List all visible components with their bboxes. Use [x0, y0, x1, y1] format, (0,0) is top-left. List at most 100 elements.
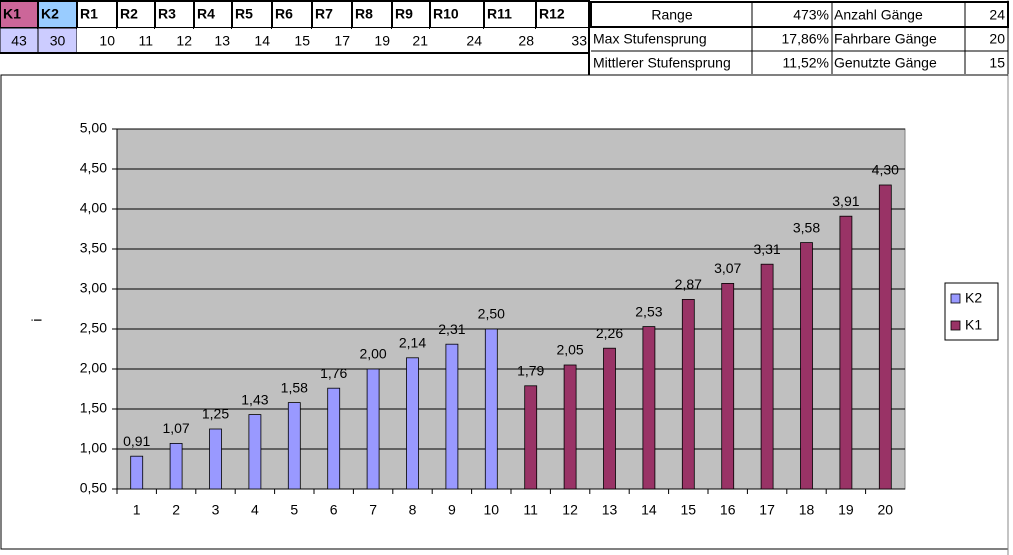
bar — [406, 357, 419, 490]
x-tick-label: 13 — [602, 502, 618, 518]
value-text: 17 — [334, 33, 350, 49]
y-tick-label: 2,50 — [80, 320, 107, 336]
y-tick-label: 1,00 — [80, 440, 107, 456]
header-cell — [271, 0, 313, 29]
x-tick-label: 11 — [523, 502, 538, 518]
bar — [130, 455, 144, 490]
value-cell — [312, 28, 352, 53]
y-tick-label: 3,00 — [80, 280, 107, 296]
value-cell — [536, 28, 589, 53]
value-label: 2,05 — [556, 342, 583, 358]
value-label: 1,76 — [320, 365, 347, 381]
plot-area — [116, 128, 906, 490]
y-tick-label: 4,50 — [80, 160, 107, 176]
value-cell — [392, 28, 430, 53]
header-cell — [483, 0, 537, 29]
bar — [839, 215, 853, 490]
x-tick-label: 14 — [641, 502, 657, 518]
bar — [209, 428, 222, 490]
value-label: 3,58 — [793, 219, 820, 235]
legend-label: K2 — [965, 290, 982, 306]
header-text: R8 — [355, 6, 373, 22]
x-tick-label: 4 — [251, 502, 259, 518]
value-label: 2,53 — [635, 303, 662, 319]
value-label: 3,07 — [714, 260, 741, 276]
header-text: R7 — [315, 6, 333, 22]
value-label: 2,87 — [675, 276, 702, 292]
value-label: 1,25 — [202, 406, 229, 422]
header-text: R10 — [433, 6, 459, 22]
stats-text: 17,86% — [782, 31, 829, 47]
value-cell — [272, 28, 312, 53]
value-label: 4,30 — [872, 162, 899, 178]
x-tick-label: 8 — [409, 502, 417, 518]
stats-text: 24 — [989, 7, 1005, 23]
legend-swatch — [950, 293, 961, 304]
x-tick-label: 2 — [172, 502, 180, 518]
value-text: 14 — [254, 33, 270, 49]
value-cell — [232, 28, 272, 53]
y-tick-label: 3,50 — [80, 240, 107, 256]
value-text: 10 — [99, 33, 115, 49]
value-label: 1,58 — [281, 379, 308, 395]
bar — [169, 442, 183, 490]
value-cell — [352, 28, 392, 53]
bar — [327, 387, 341, 490]
x-tick-label: 1 — [133, 502, 141, 518]
value-label: 3,31 — [753, 241, 780, 257]
header-text: R3 — [158, 6, 176, 22]
bar — [445, 343, 459, 490]
value-label: 0,91 — [123, 433, 150, 449]
bar — [563, 364, 577, 490]
header-text: R5 — [235, 6, 253, 22]
stats-text: Range — [651, 7, 692, 23]
stats-text: Anzahl Gänge — [834, 7, 923, 23]
x-tick-label: 16 — [720, 502, 736, 518]
y-tick-label: 4,00 — [80, 200, 107, 216]
value-text: 33 — [571, 33, 587, 49]
header-text: R4 — [197, 6, 215, 22]
value-text: 21 — [412, 33, 428, 49]
stats-text: 20 — [989, 31, 1005, 47]
value-text: 11 — [138, 33, 153, 49]
x-tick-label: 15 — [681, 502, 697, 518]
value-label: 1,43 — [241, 391, 268, 407]
stats-text: Max Stufensprung — [593, 31, 707, 47]
stats-text: Genutzte Gänge — [834, 55, 937, 71]
value-label: 2,26 — [596, 325, 623, 341]
value-label: 1,79 — [517, 363, 544, 379]
y-tick-label: 2,00 — [80, 360, 107, 376]
value-cell — [430, 28, 484, 53]
stats-text: Mittlerer Stufensprung — [593, 55, 731, 71]
value-text: 13 — [214, 33, 230, 49]
header-text: K2 — [41, 6, 59, 22]
x-tick-label: 9 — [448, 502, 456, 518]
value-cell — [484, 28, 536, 53]
y-axis-label: i — [29, 318, 45, 321]
x-tick-label: 12 — [562, 502, 578, 518]
bar — [366, 368, 380, 490]
bar — [878, 184, 892, 490]
value-cell — [155, 28, 194, 53]
x-tick-label: 10 — [484, 502, 500, 518]
header-text: R11 — [487, 6, 512, 22]
x-tick-label: 5 — [290, 502, 298, 518]
x-tick-label: 18 — [799, 502, 815, 518]
value-text: 43 — [11, 33, 27, 49]
header-text: R9 — [395, 6, 413, 22]
y-tick-label: 1,50 — [80, 400, 107, 416]
x-tick-label: 6 — [330, 502, 338, 518]
legend-label: K1 — [965, 317, 982, 333]
stats-text: 11,52% — [783, 55, 829, 71]
value-cell — [77, 28, 117, 53]
stats-text: 15 — [989, 55, 1005, 71]
value-text: 15 — [294, 33, 310, 49]
header-text: R12 — [539, 6, 565, 22]
legend-box — [944, 282, 999, 341]
x-tick-label: 7 — [369, 502, 377, 518]
x-tick-label: 3 — [212, 502, 220, 518]
header-text: R1 — [80, 6, 98, 22]
stats-text: Fahrbare Gänge — [834, 31, 937, 47]
x-tick-label: 17 — [759, 502, 775, 518]
bar — [524, 385, 538, 490]
